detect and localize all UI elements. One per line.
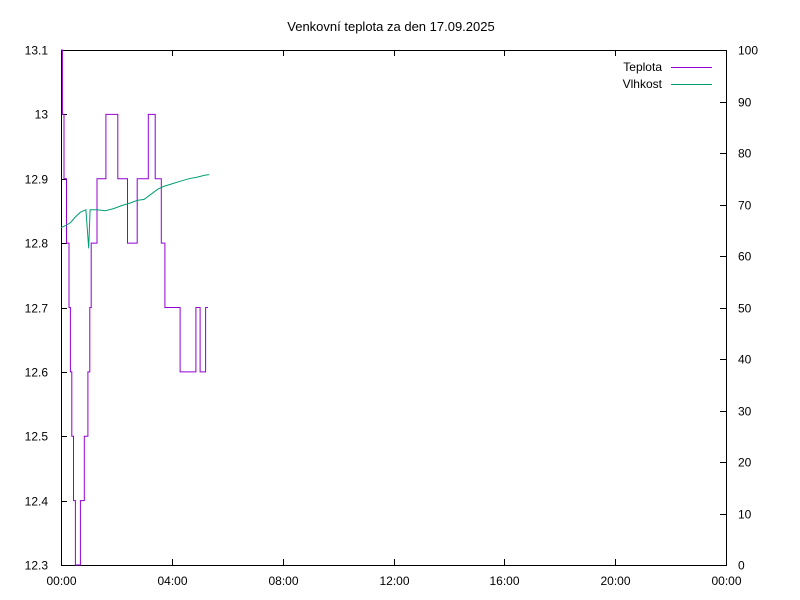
y-left-tick-label: 13.1 <box>25 44 49 58</box>
y-left-tick-label: 12.9 <box>25 173 49 187</box>
y-left-tick-label: 12.7 <box>25 302 49 316</box>
y-left-tick-label: 13 <box>35 108 49 122</box>
y-right-tick-label: 50 <box>738 302 752 316</box>
plot-frame <box>61 50 727 566</box>
y-right-tick-label: 20 <box>738 456 752 470</box>
y-right-tick-label: 90 <box>738 96 752 110</box>
y-left-tick-label: 12.5 <box>25 430 49 444</box>
x-tick-label: 08:00 <box>268 574 298 588</box>
y-right-tick-label: 30 <box>738 405 752 419</box>
y-left-tick-label: 12.3 <box>25 559 49 573</box>
y-right-tick-label: 100 <box>738 44 758 58</box>
chart-title: Venkovní teplota za den 17.09.2025 <box>287 19 494 34</box>
y-left-tick-label: 12.4 <box>25 495 49 509</box>
y-left-tick-label: 12.8 <box>25 237 49 251</box>
x-tick-label: 00:00 <box>46 574 76 588</box>
y-right-tick-label: 40 <box>738 353 752 367</box>
legend: Teplota Vlhkost <box>623 60 712 91</box>
x-tick-label: 00:00 <box>711 574 741 588</box>
y-right-tick-label: 10 <box>738 508 752 522</box>
y-left-tick-label: 12.6 <box>25 366 49 380</box>
x-tick-label: 04:00 <box>157 574 187 588</box>
x-tick-label: 12:00 <box>379 574 409 588</box>
series-line-vlhkost <box>60 174 210 249</box>
y-right-tick-label: 80 <box>738 147 752 161</box>
y-right-tick-label: 0 <box>738 559 745 573</box>
axes-layer: 00:00 04:00 08:00 12:00 16:00 20:00 00:0012.31… <box>25 44 759 589</box>
y-right-tick-label: 70 <box>738 199 752 213</box>
x-tick-label: 16:00 <box>489 574 519 588</box>
legend-label-teplota: Teplota <box>623 60 662 74</box>
series-layer <box>60 49 210 566</box>
legend-label-vlhkost: Vlhkost <box>623 77 663 91</box>
series-line-teplota <box>61 49 208 566</box>
x-tick-label: 20:00 <box>600 574 630 588</box>
y-right-tick-label: 60 <box>738 250 752 264</box>
